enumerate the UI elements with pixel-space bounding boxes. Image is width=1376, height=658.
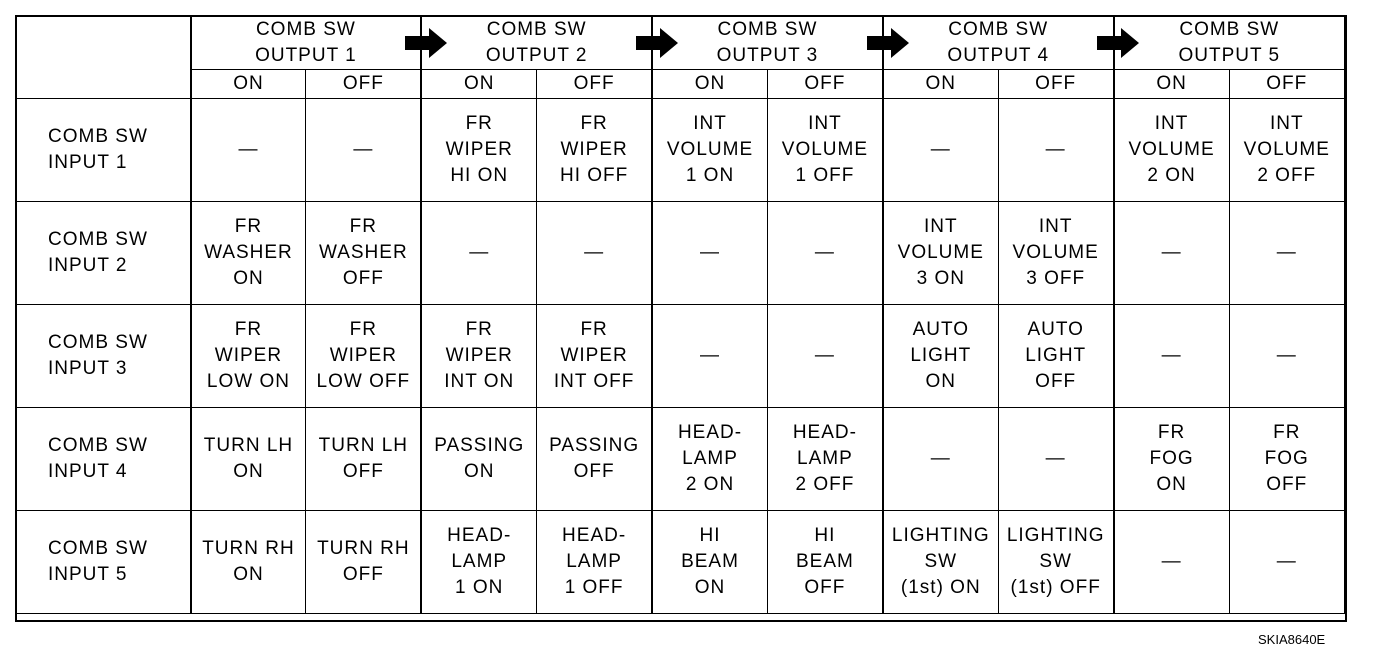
function-cell: — [305,98,422,202]
off-header: OFF [1228,69,1346,99]
input-label: COMB SW INPUT 4 [15,407,191,511]
header-row-outputs: COMB SW OUTPUT 1 COMB SW OUTPUT 2 COMB SW … [15,15,1345,99]
function-cell: — [997,407,1115,511]
function-cell: FR FOG ON [1112,407,1230,511]
function-cell: — [766,304,884,408]
function-cell: FR WIPER HI ON [420,98,538,202]
table-row: COMB SW INPUT 1— — FR WIPER HI ON FR WIPER … [15,98,1346,202]
function-cell: — [1228,304,1346,408]
function-cell: FR WIPER LOW ON [189,304,307,408]
corner-cell [15,15,191,99]
output-header-1: COMB SW OUTPUT 1 [189,15,422,70]
function-cell: LIGHTING SW (1st) ON [881,510,999,614]
function-cell: AUTO LIGHT ON [881,304,999,408]
function-cell: — [766,201,884,305]
function-cell: HEAD- LAMP 2 ON [651,407,768,511]
function-cell: PASSING ON [420,407,538,511]
output-header-3: COMB SW OUTPUT 3 [651,15,884,70]
function-cell: FR WASHER ON [189,201,307,305]
right-arrow-icon [1097,28,1139,58]
on-header: ON [881,69,999,99]
right-arrow-icon [636,28,678,58]
function-cell: TURN RH ON [189,510,307,614]
figure-code: SKIA8640E [1258,632,1326,647]
off-header: OFF [305,69,422,99]
function-cell: INT VOLUME 1 ON [651,98,768,202]
function-cell: — [1228,510,1346,614]
off-header: OFF [536,69,653,99]
input-label: COMB SW INPUT 2 [15,201,191,305]
input-label: COMB SW INPUT 5 [15,510,191,614]
header-row-states: ON OFF ON OFF ON OFF ON OFF ON OFF [16,69,1346,99]
function-cell: — [1112,510,1230,614]
off-header: OFF [766,69,884,99]
off-header: OFF [997,69,1115,99]
function-cell: TURN RH OFF [305,510,422,614]
function-cell: INT VOLUME 3 ON [881,201,999,305]
right-arrow-icon [405,28,447,58]
function-cell: — [536,201,653,305]
on-header: ON [189,69,307,99]
function-cell: HEAD- LAMP 1 ON [420,510,538,614]
function-cell: INT VOLUME 1 OFF [766,98,884,202]
function-cell: — [1112,304,1230,408]
comb-switch-table: COMB SW OUTPUT 1 COMB SW OUTPUT 2 COMB SW … [15,15,1346,614]
function-cell: TURN LH OFF [305,407,422,511]
function-cell: — [651,201,768,305]
output-header-4: COMB SW OUTPUT 4 [881,15,1115,70]
right-arrow-icon [867,28,909,58]
function-cell: — [881,98,999,202]
function-cell: FR WASHER OFF [305,201,422,305]
output-header-5: COMB SW OUTPUT 5 [1112,15,1345,70]
function-cell: HEAD- LAMP 1 OFF [536,510,653,614]
output-header-2: COMB SW OUTPUT 2 [420,15,653,70]
on-header: ON [420,69,538,99]
function-cell: FR FOG OFF [1228,407,1346,511]
on-header: ON [1112,69,1230,99]
function-cell: — [1112,201,1230,305]
function-cell: INT VOLUME 2 ON [1112,98,1230,202]
table-row: COMB SW INPUT 4 TURN LH ON TURN LH OFF PASS… [15,407,1346,511]
function-cell: FR WIPER HI OFF [536,98,653,202]
function-cell: HI BEAM ON [651,510,768,614]
function-cell: — [1228,201,1346,305]
input-label: COMB SW INPUT 3 [15,304,191,408]
function-cell: FR WIPER LOW OFF [305,304,422,408]
function-cell: HI BEAM OFF [766,510,884,614]
input-label: COMB SW INPUT 1 [15,98,191,202]
function-cell: INT VOLUME 3 OFF [997,201,1115,305]
function-cell: LIGHTING SW (1st) OFF [997,510,1115,614]
function-cell: — [997,98,1115,202]
function-cell: FR WIPER INT ON [420,304,538,408]
on-header: ON [651,69,768,99]
function-cell: PASSING OFF [536,407,653,511]
table-row: COMB SW INPUT 2 FR WASHER ON FR WASHER OFF… [15,201,1346,305]
function-cell: TURN LH ON [189,407,307,511]
table-row: COMB SW INPUT 3 FR WIPER LOW ON FR WIPER L… [15,304,1346,408]
function-cell: — [420,201,538,305]
function-cell: HEAD- LAMP 2 OFF [766,407,884,511]
table-row: COMB SW INPUT 5 TURN RH ON TURN RH OFF HEAD… [15,510,1346,614]
function-cell: AUTO LIGHT OFF [997,304,1115,408]
function-cell: — [651,304,768,408]
function-cell: INT VOLUME 2 OFF [1228,98,1346,202]
function-cell: — [881,407,999,511]
function-cell: FR WIPER INT OFF [536,304,653,408]
function-cell: — [189,98,307,202]
